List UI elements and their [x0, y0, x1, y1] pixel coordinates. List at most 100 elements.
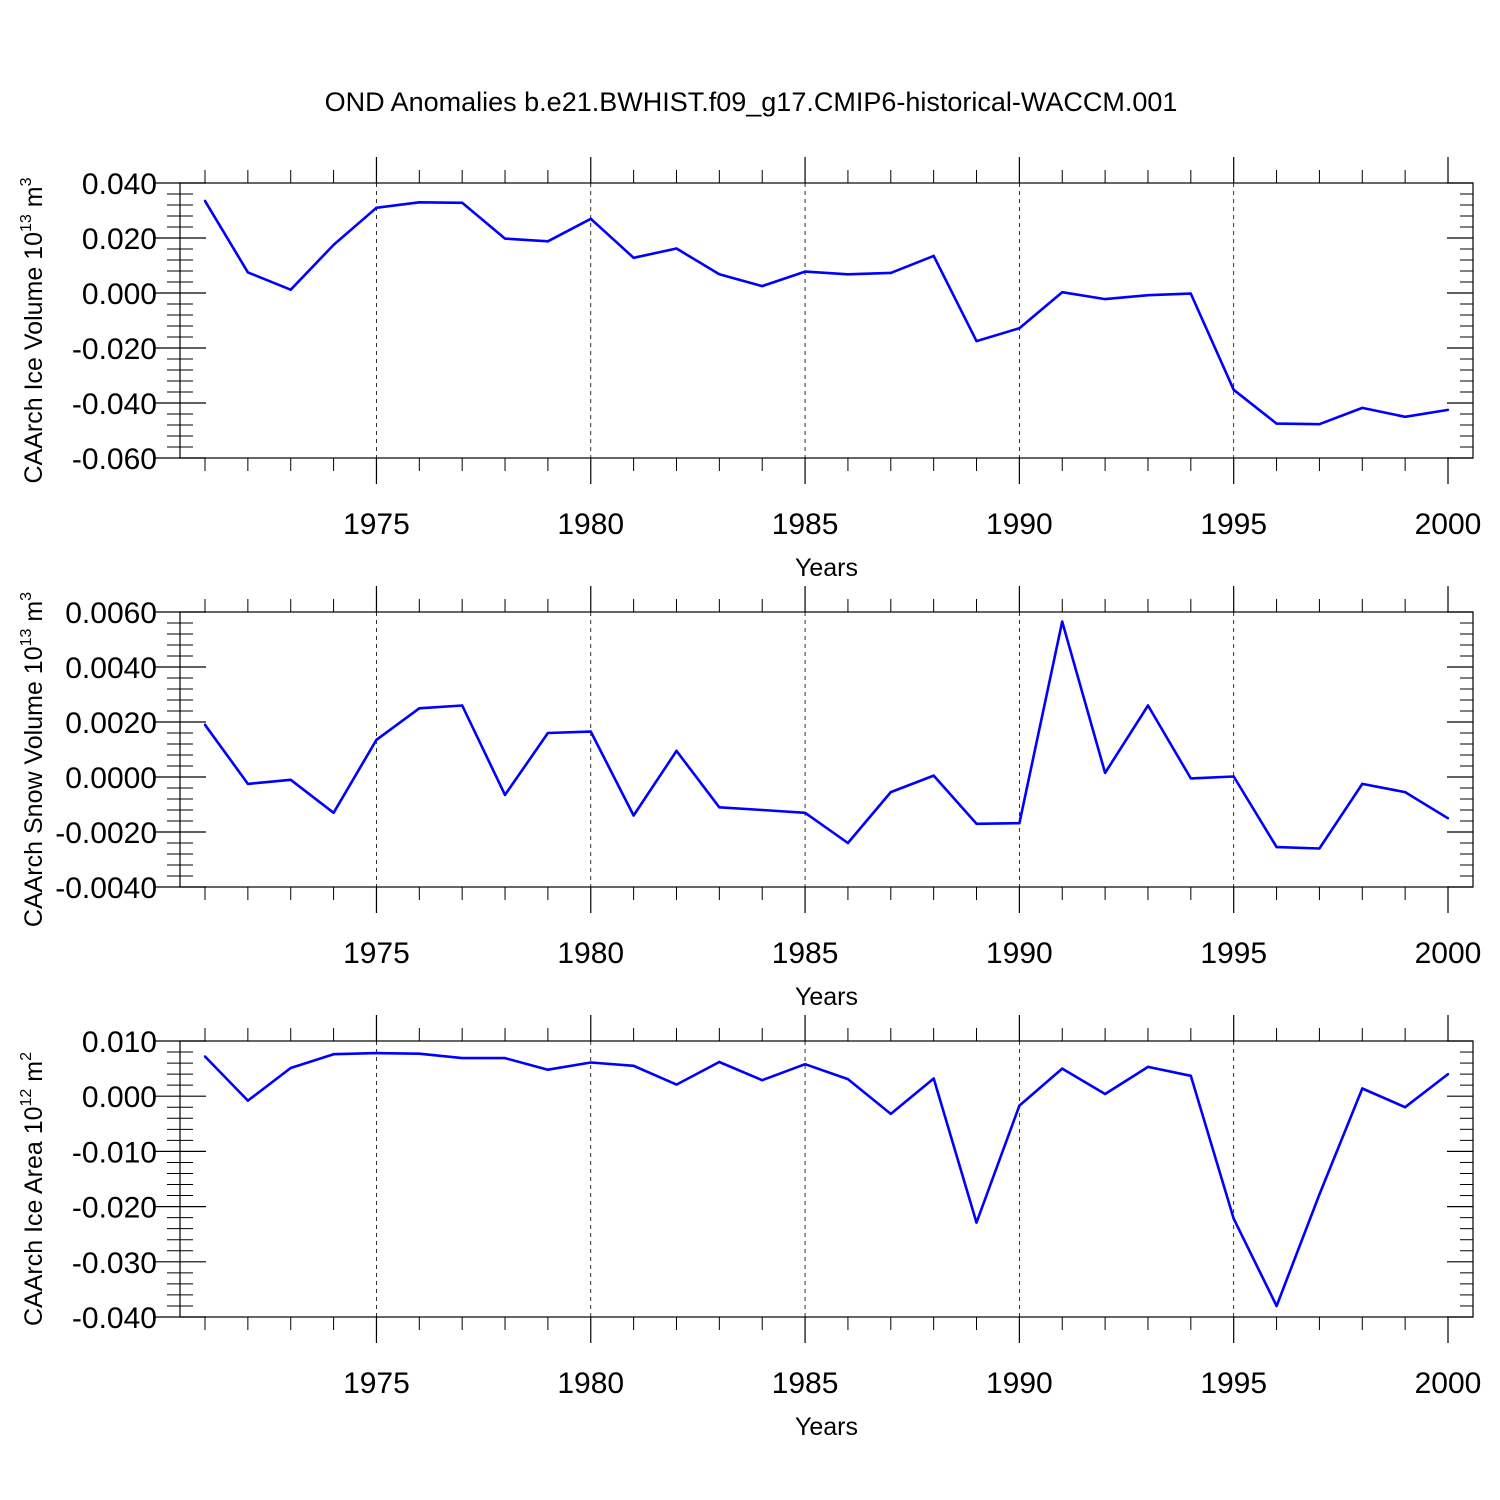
data-point — [761, 1078, 764, 1082]
data-point — [1103, 771, 1107, 775]
y-tick-label: 0.000 — [82, 278, 157, 311]
data-point — [1189, 777, 1193, 780]
data-point — [1361, 782, 1364, 786]
y-tick-label: -0.020 — [72, 1192, 157, 1225]
data-point — [1446, 408, 1450, 412]
data-point — [375, 206, 378, 209]
data-point — [332, 1053, 335, 1056]
data-point — [1318, 422, 1321, 426]
x-axis-label: Years — [795, 983, 858, 1011]
data-point — [803, 811, 807, 814]
data-point — [932, 254, 935, 258]
data-point — [889, 790, 892, 794]
series-line — [203, 620, 1449, 850]
data-point — [1018, 822, 1021, 825]
x-tick-label: 1990 — [986, 937, 1053, 970]
data-point — [803, 1062, 807, 1066]
data-point — [246, 1099, 250, 1102]
data-point — [718, 273, 721, 276]
panel-ice-volume: 1975 1980 1985 1990 1995 2000 -0.060 -0.040 -0.0… — [18, 157, 1481, 582]
data-point — [1103, 1092, 1107, 1096]
data-point — [675, 749, 678, 753]
x-tick-label: 1980 — [557, 1367, 624, 1400]
series-line — [203, 200, 1449, 426]
plot-frame — [179, 182, 1474, 459]
data-point — [460, 201, 464, 204]
data-point — [1232, 1217, 1235, 1220]
data-point — [1232, 775, 1235, 778]
x-axis-label: Years — [795, 554, 858, 582]
x-tick-label: 1975 — [343, 508, 410, 541]
data-point — [632, 814, 635, 817]
y-tick-label: 0.000 — [82, 1081, 157, 1114]
data-point — [1018, 1104, 1021, 1107]
data-point — [1318, 847, 1321, 850]
data-point — [803, 270, 807, 273]
x-tick-label: 2000 — [1415, 508, 1482, 541]
x-tick-label: 1975 — [343, 1367, 410, 1400]
data-point — [1189, 292, 1193, 295]
x-tick-label: 1975 — [343, 937, 410, 970]
data-point — [460, 704, 464, 707]
series-line — [204, 1051, 1449, 1308]
data-point — [846, 273, 850, 276]
y-tick-label: -0.030 — [72, 1247, 157, 1280]
data-point — [503, 237, 507, 240]
data-point — [246, 782, 250, 786]
data-point — [1146, 294, 1150, 297]
data-point — [932, 774, 935, 777]
data-point — [1403, 1106, 1407, 1109]
data-point — [1018, 327, 1021, 330]
y-tick-label: 0.010 — [82, 1026, 157, 1059]
y-tick-label: -0.0020 — [55, 817, 157, 850]
data-point — [1446, 817, 1450, 820]
y-tick-label: -0.020 — [72, 333, 157, 366]
data-point — [1232, 388, 1235, 391]
data-point — [975, 1221, 978, 1224]
data-point — [546, 240, 550, 243]
data-point — [675, 1083, 678, 1086]
x-tick-label: 2000 — [1415, 1367, 1482, 1400]
y-tick-label: -0.040 — [72, 388, 157, 421]
data-point — [246, 271, 250, 274]
x-tick-label: 1990 — [986, 508, 1053, 541]
data-point — [589, 1061, 592, 1064]
x-tick-label: 1990 — [986, 1367, 1053, 1400]
x-tick-label: 1995 — [1200, 1367, 1267, 1400]
data-point — [589, 217, 592, 220]
data-point — [1361, 1087, 1364, 1090]
figure-title: OND Anomalies b.e21.BWHIST.f09_g17.CMIP6… — [325, 87, 1178, 117]
y-tick-label: -0.010 — [72, 1136, 157, 1169]
data-point — [718, 806, 721, 809]
data-point — [1318, 1193, 1321, 1196]
plot-frame — [179, 611, 1474, 888]
data-point — [1061, 620, 1064, 623]
data-point — [846, 841, 850, 845]
data-point — [1061, 290, 1064, 294]
data-point — [675, 247, 678, 250]
data-point — [889, 271, 892, 275]
data-point — [503, 1056, 507, 1060]
y-axis-label: CAArch Snow Volume 1013 m3 — [18, 592, 48, 927]
data-point — [761, 808, 764, 812]
y-tick-label: -0.040 — [72, 1302, 157, 1335]
data-point — [332, 243, 335, 247]
y-tick-label: 0.040 — [82, 168, 157, 201]
data-point — [1403, 790, 1407, 794]
data-point — [632, 1064, 635, 1068]
data-point — [289, 1066, 292, 1070]
data-point — [1275, 845, 1278, 849]
x-tick-label: 1985 — [772, 508, 839, 541]
data-point — [1275, 422, 1278, 425]
data-point — [975, 822, 978, 825]
data-point — [375, 738, 378, 742]
data-point — [418, 1052, 421, 1055]
data-point — [1275, 1304, 1278, 1308]
data-point — [1146, 1065, 1150, 1069]
data-point — [632, 256, 635, 259]
data-point — [932, 1077, 935, 1080]
y-tick-label: -0.060 — [72, 443, 157, 476]
y-tick-label: 0.0000 — [65, 762, 157, 795]
data-point — [332, 811, 335, 814]
y-tick-label: 0.0020 — [65, 707, 157, 740]
